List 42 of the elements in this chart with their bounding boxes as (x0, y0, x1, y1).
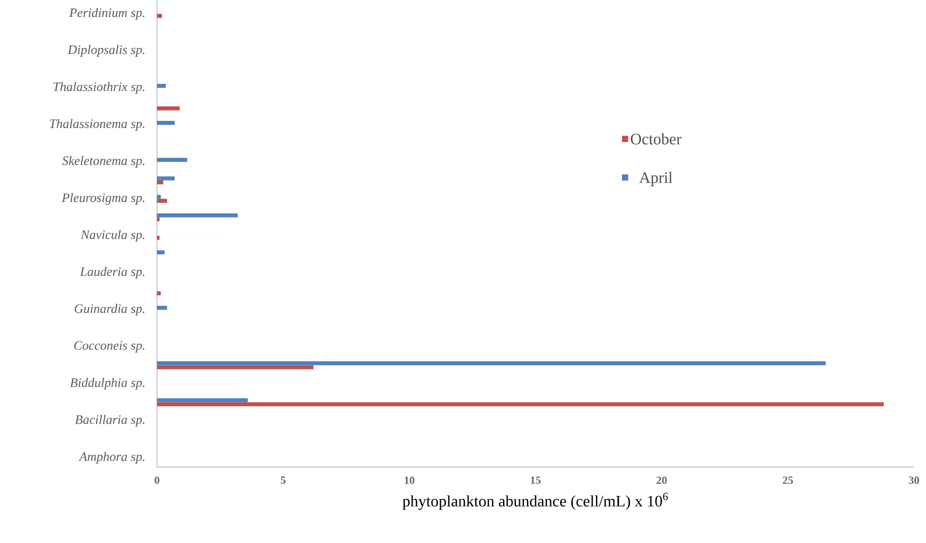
bar (157, 180, 164, 184)
bar (157, 194, 161, 199)
bar (157, 217, 160, 222)
y-tick-label: Thalassionema sp. (50, 118, 144, 131)
y-tick-label: Lauderia sp. (80, 266, 144, 279)
y-tick-label: Pleurosigma sp. (62, 192, 144, 205)
y-tick-label: Peridinium sp. (69, 8, 144, 20)
y-tick-label: Diplopsalis sp. (68, 44, 144, 57)
legend-label: April (639, 172, 672, 186)
bar (157, 14, 162, 18)
y-tick-label: Guinardia sp. (74, 304, 144, 316)
y-tick-label: Skeletonema sp. (62, 156, 144, 168)
bar (157, 398, 248, 402)
x-axis-title: phytoplankton abundance (cell/mL) x 10$^{6}$ (402, 492, 668, 510)
bar (157, 158, 188, 162)
bar (157, 306, 168, 310)
legend-label: October (630, 133, 682, 144)
bar (157, 176, 175, 180)
x-tick-label: 25 (782, 476, 793, 484)
bar (157, 120, 175, 125)
bar (157, 361, 826, 366)
y-tick-label: Cocconeis sp. (74, 341, 144, 352)
y-tick-label: Navicula sp. (80, 230, 144, 242)
y-tick-label: Amphora sp. (78, 452, 144, 464)
bar (157, 402, 884, 406)
y-tick-label: Bacillaria sp. (75, 414, 144, 427)
bar (157, 213, 238, 218)
bar (157, 84, 166, 88)
x-tick-label: 15 (530, 476, 541, 484)
bar (157, 365, 314, 370)
y-tick-label: Thalassiothrix sp. (53, 82, 144, 94)
bar (157, 250, 165, 254)
x-tick-label: 30 (908, 476, 920, 484)
bar (157, 198, 168, 203)
bar (157, 291, 161, 296)
x-tick-label: 0 (154, 476, 160, 484)
y-tick-label: Biddulphia sp. (70, 378, 144, 390)
bar (157, 106, 180, 110)
x-tick-label: 5 (280, 476, 286, 484)
x-tick-label: 20 (656, 476, 667, 484)
bar (157, 236, 160, 240)
x-tick-label: 10 (404, 476, 414, 484)
